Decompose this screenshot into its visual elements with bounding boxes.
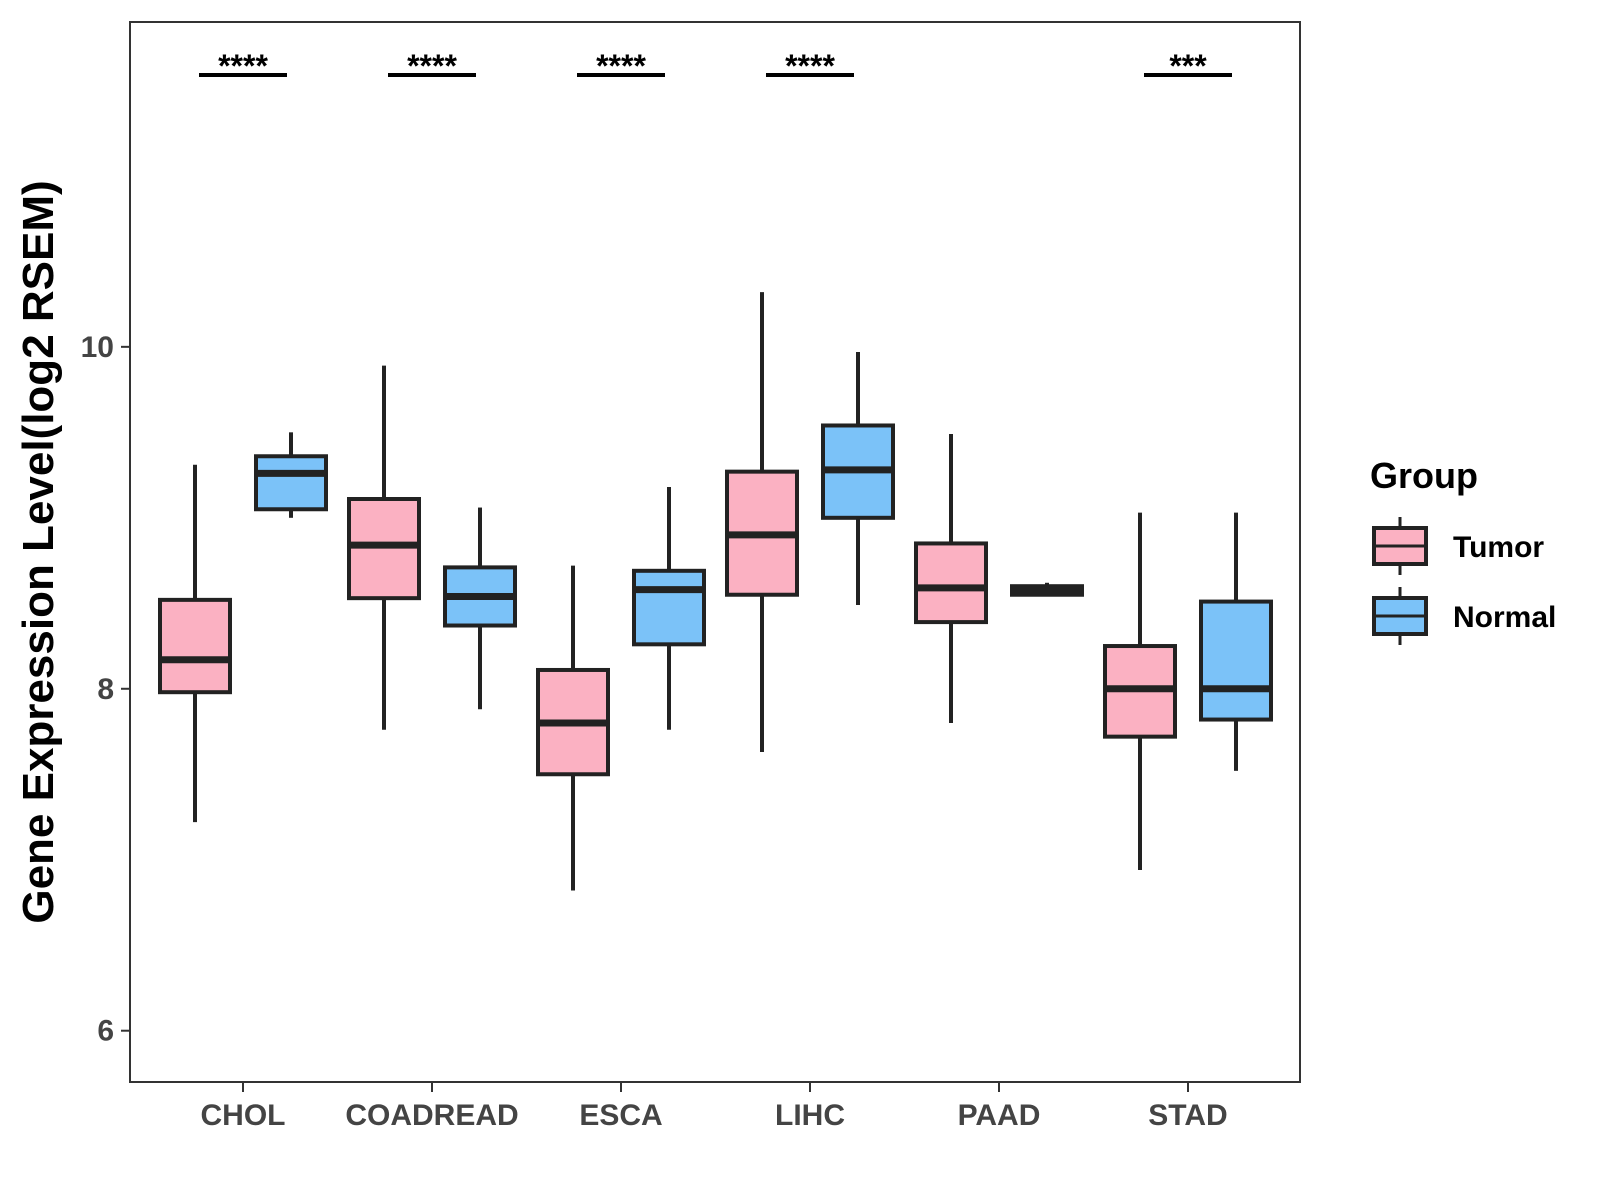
box-normal-coadread	[443, 507, 517, 710]
box-tumor-coadread	[347, 365, 421, 730]
box-tumor-stad	[1103, 512, 1177, 870]
y-tick-label: 10	[81, 331, 114, 364]
x-tick-label-lihc: LIHC	[775, 1099, 845, 1132]
y-axis: 6 8 10	[81, 331, 130, 1048]
box-normal-esca	[632, 487, 706, 730]
iqr-box	[254, 454, 328, 512]
significance-esca: ****	[577, 48, 665, 84]
box-normal-stad	[1199, 512, 1273, 771]
y-tick-label: 8	[97, 673, 114, 706]
iqr-box	[158, 597, 232, 695]
legend-label-tumor: Tumor	[1453, 531, 1544, 564]
box-tumor-lihc	[725, 292, 799, 753]
significance-label: ****	[785, 48, 835, 84]
x-tick-label-coadread: COADREAD	[345, 1099, 518, 1132]
x-tick-label-paad: PAAD	[958, 1099, 1041, 1132]
box-normal-chol	[254, 432, 328, 518]
significance-layer: **** **** **** **** ***	[199, 48, 1232, 84]
legend-item-tumor: Tumor	[1372, 517, 1544, 575]
box-normal-paad	[1010, 582, 1084, 597]
legend: Group Tumor Normal	[1370, 455, 1556, 645]
x-axis: CHOL COADREAD ESCA LIHC PAAD STAD	[201, 1082, 1228, 1132]
significance-stad: ***	[1144, 48, 1232, 84]
significance-label: ****	[218, 48, 268, 84]
iqr-box	[1199, 599, 1273, 722]
box-normal-lihc	[821, 351, 895, 605]
box-tumor-paad	[914, 434, 988, 723]
significance-label: ****	[407, 48, 457, 84]
plot-panel	[129, 21, 1301, 1083]
x-tick-label-chol: CHOL	[201, 1099, 286, 1132]
x-tick-label-stad: STAD	[1148, 1099, 1227, 1132]
y-tick-label: 6	[97, 1015, 114, 1048]
significance-label: ****	[596, 48, 646, 84]
iqr-box	[914, 541, 988, 625]
legend-label-normal: Normal	[1453, 601, 1556, 634]
boxes-layer	[158, 292, 1273, 891]
y-axis-title: Gene Expression Level(log2 RSEM)	[14, 180, 63, 923]
box-tumor-esca	[536, 565, 610, 891]
iqr-box	[632, 568, 706, 647]
significance-label: ***	[1169, 48, 1207, 84]
box-tumor-chol	[158, 464, 232, 823]
x-tick-label-esca: ESCA	[579, 1099, 662, 1132]
significance-coadread: ****	[388, 48, 476, 84]
significance-lihc: ****	[766, 48, 854, 84]
legend-title: Group	[1370, 455, 1478, 496]
significance-chol: ****	[199, 48, 287, 84]
legend-item-normal: Normal	[1372, 587, 1556, 645]
